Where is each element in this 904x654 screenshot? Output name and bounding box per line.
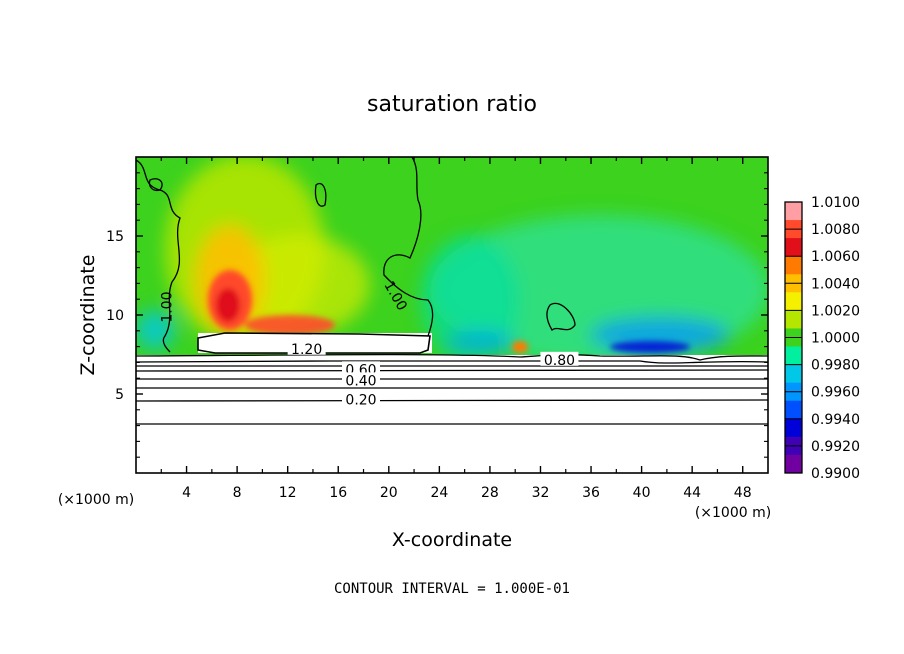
contour-label-text: 0.20 — [345, 392, 376, 408]
y-axis: 5 10 15 — [106, 172, 768, 458]
colorbar-swatch — [785, 310, 802, 329]
colorbar-swatch — [785, 238, 802, 257]
field-dark-blue — [610, 341, 690, 353]
contour-label: 0.20 — [341, 391, 380, 408]
contour-1.20 — [197, 332, 431, 354]
colorbar-label: 1.0100 — [811, 195, 860, 211]
saturation-field — [136, 157, 768, 473]
field-blue-zone — [136, 310, 175, 350]
colorbar-label: 0.9960 — [811, 385, 860, 401]
x-tick-label: 4 — [182, 485, 191, 501]
contour-label-bg — [341, 391, 380, 406]
contour-label-bg — [287, 340, 326, 355]
x-axis: 4 8 12 16 20 24 28 32 36 40 44 48 — [160, 157, 752, 501]
x-tick-label: 36 — [582, 485, 600, 501]
field-orange-spot — [512, 341, 528, 353]
contour-label: 1.00 — [160, 292, 176, 323]
x-tick-label: 32 — [532, 485, 550, 501]
y-tick-label: 10 — [106, 308, 124, 324]
colorbar-swatch — [785, 454, 802, 474]
colorbar-label: 1.0000 — [811, 331, 860, 347]
colorbar-swatch — [785, 202, 802, 221]
colorbar-swatch — [785, 400, 802, 420]
colorbar-label: 1.0020 — [811, 303, 860, 319]
contour-lines — [136, 157, 768, 425]
contour-label-bg — [341, 372, 380, 387]
x-tick-label: 28 — [481, 485, 499, 501]
x-tick-label: 40 — [633, 485, 651, 501]
x-axis-label: X-coordinate — [392, 529, 512, 551]
x-tick-label: 24 — [430, 485, 448, 501]
field-below-level — [136, 355, 768, 473]
colorbar-label: 0.9900 — [811, 466, 860, 482]
contour-label-text: 1.20 — [291, 342, 322, 358]
contour-interval-note: CONTOUR INTERVAL = 1.000E-01 — [334, 581, 570, 597]
y-tick-label: 5 — [115, 387, 124, 403]
colorbar-swatch — [785, 418, 802, 438]
colorbar-label: 0.9940 — [811, 412, 860, 428]
colorbar-label: 1.0080 — [811, 222, 860, 238]
x-unit-note: (×1000 m) — [58, 492, 134, 508]
contour-label-text: 0.40 — [345, 373, 376, 389]
x-tick-label: 8 — [233, 485, 242, 501]
colorbar: 1.0100 1.0080 1.0060 1.0040 1.0020 1.0000 0.99… — [784, 195, 860, 482]
contour-label-text: 1.00 — [160, 292, 176, 323]
field-blue-zone — [445, 331, 515, 353]
x-tick-label: 12 — [279, 485, 297, 501]
contour-label-bg — [540, 351, 579, 366]
colorbar-swatch — [785, 346, 802, 366]
colorbar-swatch — [785, 292, 802, 311]
field-yellow-plume — [230, 235, 370, 335]
contour-label: 0.40 — [341, 372, 380, 389]
colorbar-swatch — [785, 364, 802, 384]
plot-area: 1.00 1.001.200.800.600.400.20 — [136, 157, 768, 473]
contour-label-bg — [341, 361, 380, 376]
colorbar-swatch — [785, 256, 802, 275]
chart-title: saturation ratio — [367, 92, 537, 117]
x-tick-label: 20 — [380, 485, 398, 501]
y-unit-note: (×1000 m) — [695, 505, 771, 521]
y-tick-label: 15 — [106, 229, 124, 245]
x-tick-label: 44 — [683, 485, 701, 501]
contour-label: 0.80 — [540, 351, 579, 369]
field-red-core — [216, 288, 240, 322]
contour-1.00-patch — [148, 178, 163, 192]
colorbar-label: 0.9920 — [811, 439, 860, 455]
colorbar-label: 0.9980 — [811, 358, 860, 374]
contour-1.00-patch — [546, 302, 576, 331]
contour-label-text: 0.80 — [544, 353, 575, 369]
x-tick-label: 16 — [329, 485, 347, 501]
contour-label: 1.20 — [287, 340, 326, 358]
contour-0.20 — [136, 399, 768, 402]
field-red-core — [245, 315, 335, 335]
contour-1.00-patch — [314, 182, 327, 207]
colorbar-label: 1.0040 — [811, 276, 860, 292]
colorbar-label: 1.0060 — [811, 249, 860, 265]
contour-0.40 — [136, 369, 768, 372]
y-axis-label: Z-coordinate — [77, 255, 99, 376]
contour-1.00-left — [136, 159, 181, 353]
x-tick-label: 48 — [734, 485, 752, 501]
contour-1.00-center — [383, 157, 434, 337]
